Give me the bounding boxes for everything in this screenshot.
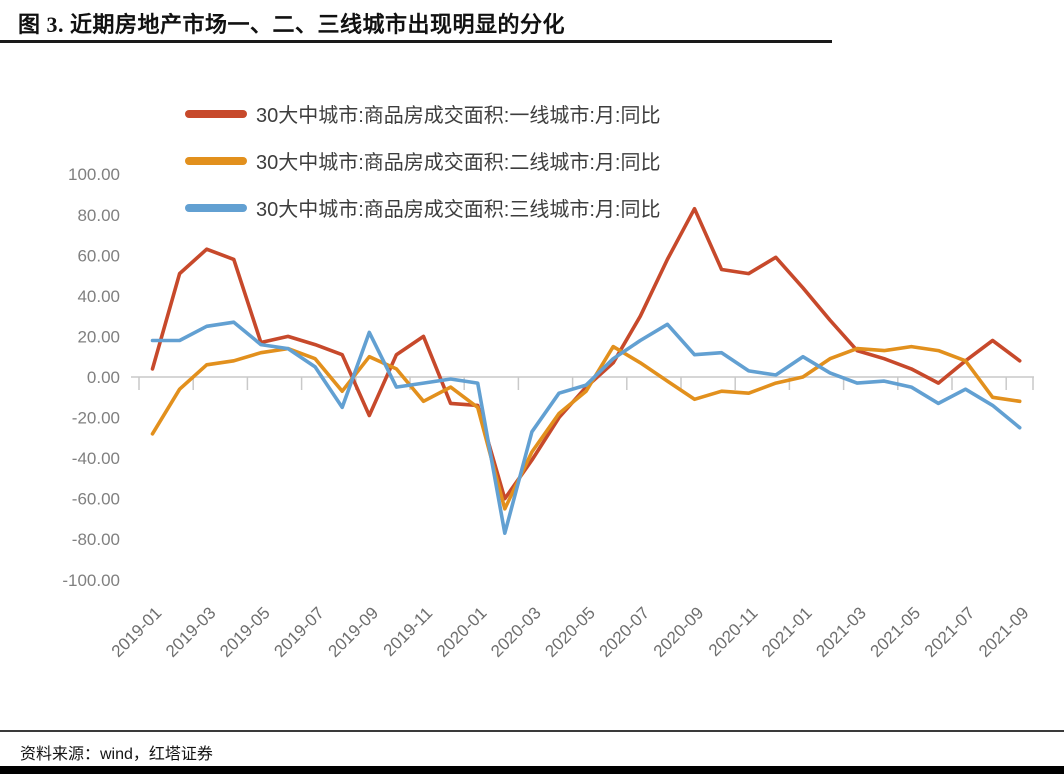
x-axis-label: 2021-03 — [812, 603, 870, 661]
chart-legend: 30大中城市:商品房成交面积:一线城市:月:同比 30大中城市:商品房成交面积:… — [185, 90, 660, 231]
x-axis-label: 2021-01 — [758, 603, 816, 661]
bottom-bar — [0, 766, 1064, 774]
y-axis-label: -100.00 — [62, 571, 120, 590]
page-title: 图 3. 近期房地产市场一、二、三线城市出现明显的分化 — [18, 12, 566, 37]
x-axis-label: 2020-11 — [705, 603, 762, 660]
legend-label-tier2: 30大中城市:商品房成交面积:二线城市:月:同比 — [256, 152, 661, 174]
x-axis-label: 2021-07 — [921, 603, 979, 661]
footer-divider — [0, 730, 1064, 732]
series-line-tier2 — [150, 344, 1022, 511]
legend-label-tier1: 30大中城市:商品房成交面积:一线城市:月:同比 — [256, 105, 661, 127]
y-axis-label: 100.00 — [68, 165, 120, 184]
y-axis-label: 60.00 — [77, 246, 120, 265]
legend-label-tier3: 30大中城市:商品房成交面积:三线城市:月:同比 — [256, 199, 661, 221]
legend-item-tier2: 30大中城市:商品房成交面积:二线城市:月:同比 — [185, 137, 660, 184]
y-axis-label: -60.00 — [72, 490, 120, 509]
x-axis-label: 2019-05 — [216, 603, 274, 661]
title-divider — [0, 40, 832, 43]
x-axis-label: 2020-01 — [433, 603, 491, 661]
legend-swatch-tier2-line-icon — [185, 156, 247, 165]
y-axis-label: -40.00 — [72, 449, 120, 468]
x-axis-label: 2019-11 — [380, 603, 437, 660]
x-axis-label: 2020-07 — [596, 603, 654, 661]
x-axis-label: 2019-09 — [325, 603, 383, 661]
legend-item-tier1: 30大中城市:商品房成交面积:一线城市:月:同比 — [185, 90, 660, 137]
legend-swatch-tier1-line-icon — [185, 109, 247, 118]
x-axis-label: 2019-01 — [108, 603, 166, 661]
x-axis-label: 2021-09 — [975, 603, 1033, 661]
x-axis-label: 2021-05 — [867, 603, 925, 661]
y-axis-label: 20.00 — [77, 327, 120, 346]
series-line-tier3 — [150, 320, 1022, 536]
y-axis-label: 0.00 — [87, 368, 120, 387]
x-axis-label: 2019-07 — [270, 603, 328, 661]
legend-item-tier3: 30大中城市:商品房成交面积:三线城市:月:同比 — [185, 184, 660, 231]
y-axis-label: -20.00 — [72, 409, 120, 428]
y-axis-label: -80.00 — [72, 530, 120, 549]
series-line-tier1 — [150, 206, 1022, 501]
legend-swatch-tier3-line-icon — [185, 203, 247, 212]
y-axis-label: 80.00 — [77, 206, 120, 225]
data-source-note: 资料来源：wind，红塔证券 — [20, 746, 213, 763]
x-axis-label: 2019-03 — [162, 603, 220, 661]
y-axis-label: 40.00 — [77, 287, 120, 306]
x-axis-label: 2020-09 — [650, 603, 708, 661]
x-axis-label: 2020-05 — [541, 603, 599, 661]
x-axis-label: 2020-03 — [487, 603, 545, 661]
